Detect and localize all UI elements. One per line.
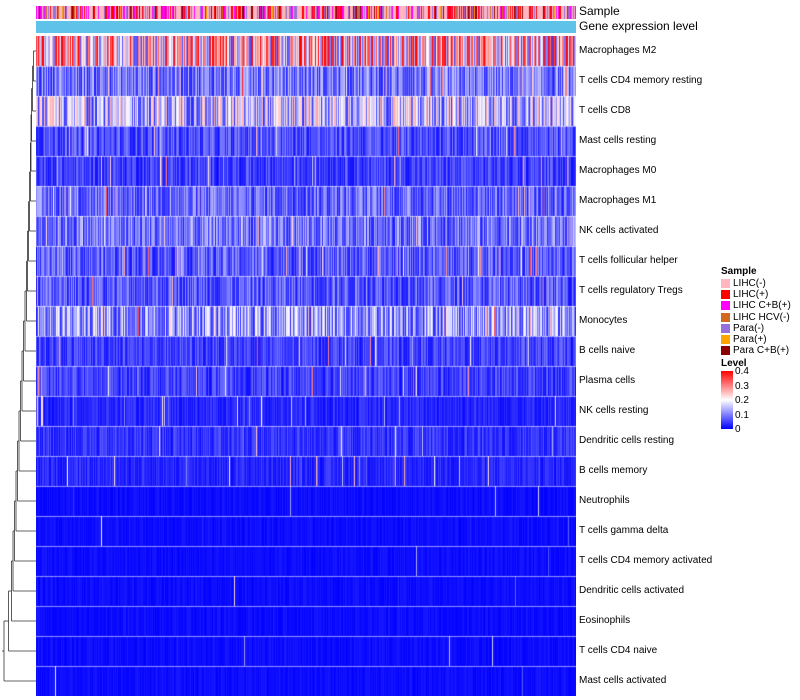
level-tick-label: 0.1: [735, 409, 749, 421]
row-label: Macrophages M0: [579, 165, 657, 176]
sample-legend-title: Sample: [721, 266, 757, 277]
row-label: Neutrophils: [579, 495, 630, 506]
legend-swatch: [721, 312, 730, 322]
sample-legend-item: Para(-): [721, 323, 797, 334]
level-tick-label: 0.2: [735, 395, 749, 407]
row-label: NK cells resting: [579, 405, 649, 416]
sample-legend-items: LIHC(-) LIHC(+) LIHC C+B(+) LIHC HCV(-) Para…: [721, 278, 797, 356]
sample-legend-item: LIHC HCV(-): [721, 312, 797, 323]
row-label: T cells CD4 memory activated: [579, 555, 713, 566]
legend-label: LIHC HCV(-): [733, 311, 790, 323]
sample-legend-item: LIHC C+B(+): [721, 300, 797, 311]
legend-label: Para(+): [733, 334, 767, 346]
sample-legend-item: Para C+B(+): [721, 345, 797, 356]
legend-swatch: [721, 301, 730, 311]
row-label: T cells CD4 memory resting: [579, 75, 703, 86]
row-label: Mast cells resting: [579, 135, 657, 146]
row-labels: Macrophages M2 T cells CD4 memory resting…: [579, 36, 794, 696]
legend-label: LIHC C+B(+): [733, 300, 791, 312]
legend-label: LIHC(+): [733, 289, 769, 301]
sample-annotation-label: Sample: [579, 4, 620, 18]
level-legend: 0.4 0.3 0.2 0.1 0: [721, 366, 797, 436]
row-label: Plasma cells: [579, 375, 636, 386]
gene-expression-level-bar: [36, 21, 576, 33]
row-label: B cells memory: [579, 465, 648, 476]
legend-swatch: [721, 290, 730, 300]
row-label: Dendritic cells resting: [579, 435, 675, 446]
heatmap-grid: [36, 36, 576, 696]
sample-legend-item: LIHC(+): [721, 289, 797, 300]
row-label: Macrophages M2: [579, 45, 657, 56]
legend-label: LIHC(-): [733, 278, 766, 290]
legend-swatch: [721, 346, 730, 356]
level-tick-label: 0.4: [735, 366, 749, 378]
legend: Sample LIHC(-) LIHC(+) LIHC C+B(+) LIHC HCV…: [721, 266, 797, 436]
row-label: T cells follicular helper: [579, 255, 678, 266]
legend-label: Para(-): [733, 322, 765, 334]
row-label: NK cells activated: [579, 225, 659, 236]
legend-label: Para C+B(+): [733, 345, 790, 357]
row-label: Eosinophils: [579, 615, 631, 626]
level-colorbar: [721, 371, 733, 430]
legend-swatch: [721, 323, 730, 333]
row-label: Monocytes: [579, 315, 628, 326]
gene-expression-annotation-label: Gene expression level: [579, 19, 698, 33]
legend-swatch: [721, 279, 730, 289]
row-label: B cells naive: [579, 345, 636, 356]
level-legend-title: Level: [721, 358, 747, 370]
row-label: Mast cells activated: [579, 675, 667, 686]
row-label: T cells CD4 naive: [579, 645, 658, 656]
level-tick-label: 0.3: [735, 380, 749, 392]
row-label: Dendritic cells activated: [579, 585, 685, 596]
sample-annotation-bar: [36, 6, 576, 19]
row-label: T cells regulatory Tregs: [579, 285, 683, 296]
legend-swatch: [721, 335, 730, 345]
sample-legend-item: LIHC(-): [721, 278, 797, 289]
level-tick-label: 0: [735, 424, 741, 436]
row-label: T cells CD8: [579, 105, 631, 116]
row-label: T cells gamma delta: [579, 525, 669, 536]
row-dendrogram: [2, 50, 36, 682]
row-label: Macrophages M1: [579, 195, 657, 206]
sample-legend-item: Para(+): [721, 334, 797, 345]
